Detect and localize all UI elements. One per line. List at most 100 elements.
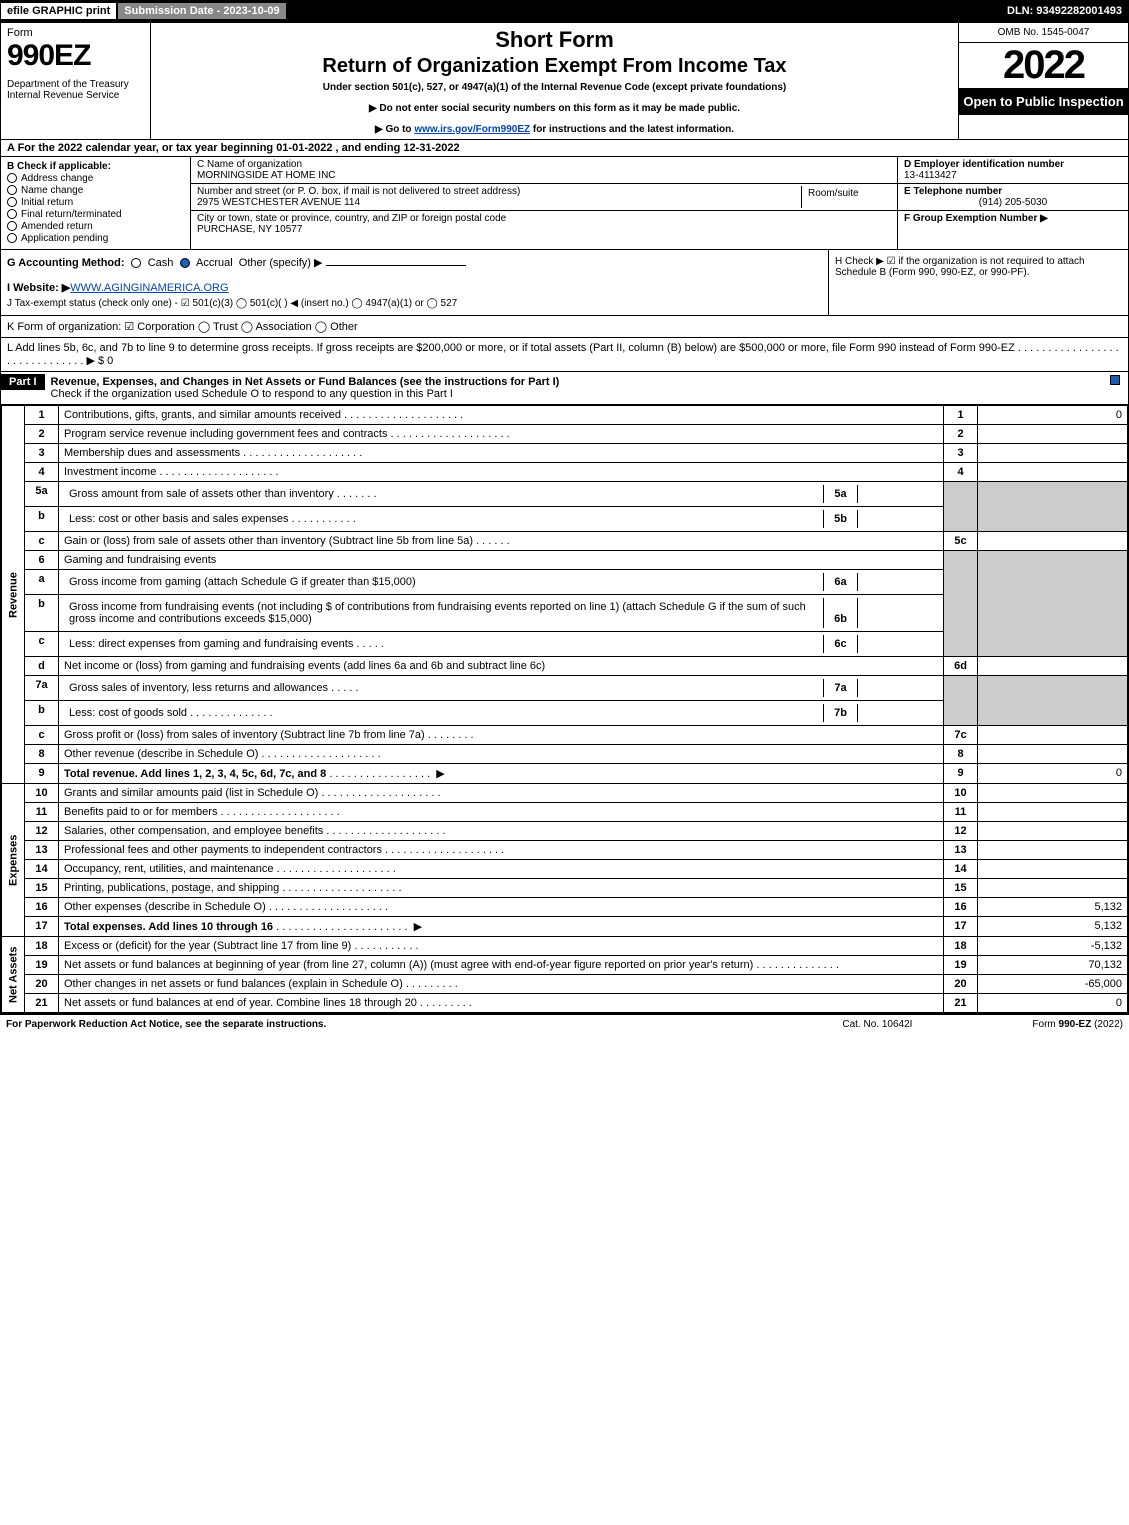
desc: Grants and similar amounts paid (list in…: [59, 784, 944, 803]
table-row: Net Assets 18Excess or (deficit) for the…: [2, 937, 1128, 956]
col-b: B Check if applicable: Address change Na…: [1, 157, 191, 249]
col-c: C Name of organization MORNINGSIDE AT HO…: [191, 157, 898, 249]
chk-final[interactable]: Final return/terminated: [7, 209, 184, 220]
part1-title: Revenue, Expenses, and Changes in Net As…: [45, 374, 1106, 402]
submission-date: Submission Date - 2023-10-09: [118, 3, 287, 19]
city-label: City or town, state or province, country…: [197, 213, 506, 224]
ln2: 1: [944, 406, 978, 425]
footer-mid: Cat. No. 10642I: [842, 1019, 912, 1030]
desc: Other expenses (describe in Schedule O): [59, 898, 944, 917]
b-title: B Check if applicable:: [7, 161, 111, 172]
tel-label: E Telephone number: [904, 186, 1002, 197]
chk-address[interactable]: Address change: [7, 173, 184, 184]
table-row: 6Gaming and fundraising events: [2, 551, 1128, 570]
chk-initial[interactable]: Initial return: [7, 197, 184, 208]
col-g: G Accounting Method: Cash Accrual Other …: [1, 250, 828, 315]
table-row: 4Investment income4: [2, 463, 1128, 482]
tax-year: 2022: [959, 43, 1128, 88]
street-row: Number and street (or P. O. box, if mail…: [191, 184, 897, 211]
table-row: Expenses 10Grants and similar amounts pa…: [2, 784, 1128, 803]
header-right: OMB No. 1545-0047 2022 Open to Public In…: [958, 23, 1128, 139]
part1-check: Check if the organization used Schedule …: [51, 388, 453, 400]
expenses-side: Expenses: [2, 784, 25, 937]
table-row: 17Total expenses. Add lines 10 through 1…: [2, 917, 1128, 937]
ln: 1: [25, 406, 59, 425]
footer-left: For Paperwork Reduction Act Notice, see …: [6, 1019, 842, 1030]
website-row: I Website: ▶WWW.AGINGINAMERICA.ORG: [7, 281, 822, 294]
table-row: 5aGross amount from sale of assets other…: [2, 482, 1128, 507]
city-row: City or town, state or province, country…: [191, 211, 897, 237]
desc: Professional fees and other payments to …: [59, 841, 944, 860]
desc: Benefits paid to or for members: [59, 803, 944, 822]
desc: Salaries, other compensation, and employ…: [59, 822, 944, 841]
goto-line: ▶ Go to www.irs.gov/Form990EZ for instru…: [159, 124, 950, 135]
subtitle: Under section 501(c), 527, or 4947(a)(1)…: [159, 82, 950, 93]
amt: 0: [978, 406, 1128, 425]
room-label: Room/suite: [801, 186, 891, 208]
g-label: G Accounting Method:: [7, 257, 125, 269]
table-row: 2Program service revenue including gover…: [2, 425, 1128, 444]
table-row: 12Salaries, other compensation, and empl…: [2, 822, 1128, 841]
desc: Net assets or fund balances at beginning…: [59, 956, 944, 975]
website-link[interactable]: WWW.AGINGINAMERICA.ORG: [70, 282, 228, 294]
footer-right: Form 990-EZ (2022): [1032, 1019, 1123, 1030]
table-row: 3Membership dues and assessments3: [2, 444, 1128, 463]
omb-number: OMB No. 1545-0047: [959, 23, 1128, 43]
form-number: 990EZ: [7, 39, 144, 73]
chk-amended[interactable]: Amended return: [7, 221, 184, 232]
cash-checkbox[interactable]: [131, 258, 141, 268]
desc: Gaming and fundraising events: [59, 551, 944, 570]
city: PURCHASE, NY 10577: [197, 224, 302, 235]
table-row: cGain or (loss) from sale of assets othe…: [2, 532, 1128, 551]
table-row: 14Occupancy, rent, utilities, and mainte…: [2, 860, 1128, 879]
desc: Total expenses. Add lines 10 through 16 …: [59, 917, 944, 937]
part1-checkbox[interactable]: [1106, 374, 1128, 386]
irs-link[interactable]: www.irs.gov/Form990EZ: [414, 124, 530, 135]
table-row: 15Printing, publications, postage, and s…: [2, 879, 1128, 898]
form-word: Form: [7, 27, 144, 39]
accrual-checkbox[interactable]: [180, 258, 190, 268]
tel-cell: E Telephone number(914) 205-5030: [898, 184, 1128, 211]
ssn-warning: ▶ Do not enter social security numbers o…: [159, 103, 950, 114]
table-row: 11Benefits paid to or for members11: [2, 803, 1128, 822]
table-row: Revenue 1 Contributions, gifts, grants, …: [2, 406, 1128, 425]
row-a: A For the 2022 calendar year, or tax yea…: [1, 140, 1128, 157]
street-label: Number and street (or P. O. box, if mail…: [197, 186, 520, 197]
dln: DLN: 93492282001493: [1001, 3, 1128, 19]
chk-name[interactable]: Name change: [7, 185, 184, 196]
row-k: K Form of organization: ☑ Corporation ◯ …: [1, 316, 1128, 338]
form-container: Form 990EZ Department of the Treasury In…: [0, 22, 1129, 1014]
org-name: MORNINGSIDE AT HOME INC: [197, 170, 336, 181]
ein: 13-4113427: [904, 170, 957, 181]
footer: For Paperwork Reduction Act Notice, see …: [0, 1014, 1129, 1034]
desc: Total revenue. Add lines 1, 2, 3, 4, 5c,…: [59, 764, 944, 784]
desc: Occupancy, rent, utilities, and maintena…: [59, 860, 944, 879]
grp-label: F Group Exemption Number ▶: [904, 213, 1048, 224]
revenue-side: Revenue: [2, 406, 25, 784]
desc: Program service revenue including govern…: [59, 425, 944, 444]
chk-pending[interactable]: Application pending: [7, 233, 184, 244]
org-name-cell: C Name of organization MORNINGSIDE AT HO…: [191, 157, 897, 184]
form-header: Form 990EZ Department of the Treasury In…: [1, 23, 1128, 140]
goto-post: for instructions and the latest informat…: [530, 124, 734, 135]
desc: Membership dues and assessments: [59, 444, 944, 463]
desc: Gain or (loss) from sale of assets other…: [59, 532, 944, 551]
tel: (914) 205-5030: [904, 197, 1122, 208]
other-specify[interactable]: [326, 265, 466, 266]
table-row: 13Professional fees and other payments t…: [2, 841, 1128, 860]
desc: Net income or (loss) from gaming and fun…: [59, 657, 944, 676]
tax-exempt-row: J Tax-exempt status (check only one) - ☑…: [7, 298, 822, 309]
efile-label[interactable]: efile GRAPHIC print: [1, 3, 118, 19]
table-row: 21Net assets or fund balances at end of …: [2, 994, 1128, 1013]
row-gh: G Accounting Method: Cash Accrual Other …: [1, 250, 1128, 316]
table-row: 19Net assets or fund balances at beginni…: [2, 956, 1128, 975]
group-exempt: F Group Exemption Number ▶: [898, 211, 1128, 226]
name-label: C Name of organization: [197, 159, 302, 170]
desc: Other revenue (describe in Schedule O): [59, 745, 944, 764]
i-label: I Website: ▶: [7, 282, 70, 294]
header-center: Short Form Return of Organization Exempt…: [151, 23, 958, 139]
ein-cell: D Employer identification number13-41134…: [898, 157, 1128, 184]
table-row: 8Other revenue (describe in Schedule O)8: [2, 745, 1128, 764]
col-d: D Employer identification number13-41134…: [898, 157, 1128, 249]
part1-header: Part I Revenue, Expenses, and Changes in…: [1, 372, 1128, 405]
